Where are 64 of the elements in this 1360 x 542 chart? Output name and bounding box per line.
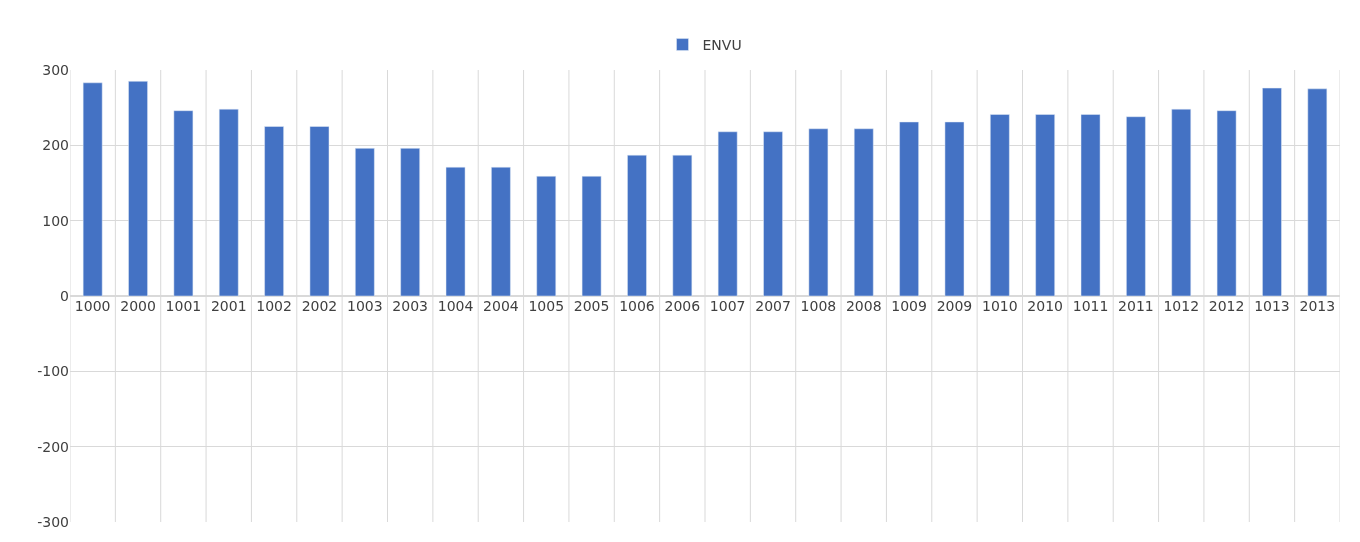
bar — [1126, 116, 1146, 297]
x-tick-label: 2006 — [664, 298, 701, 314]
bar — [1035, 114, 1055, 297]
bar — [581, 175, 602, 297]
bar — [672, 154, 693, 297]
legend-label: ENVU — [702, 37, 742, 54]
bar — [899, 121, 919, 297]
bar — [445, 166, 466, 297]
x-tick-label: 1008 — [800, 298, 837, 314]
x-tick-label: 1007 — [709, 298, 746, 314]
x-tick-label: 1011 — [1072, 298, 1109, 314]
bar — [355, 148, 375, 297]
y-tick-label: -300 — [37, 513, 69, 530]
bar — [1080, 114, 1101, 297]
x-tick-label: 2010 — [1027, 298, 1063, 314]
y-tick-label: 0 — [60, 287, 69, 304]
x-tick-label: 1001 — [165, 298, 202, 314]
bar — [491, 166, 511, 297]
x-tick-label: 1006 — [619, 298, 655, 314]
x-tick-label: 2009 — [936, 298, 973, 314]
x-tick-label: 2001 — [210, 298, 247, 314]
x-tick-label: 1005 — [528, 298, 565, 314]
x-tick-label: 2000 — [120, 298, 156, 314]
x-tick-label: 1010 — [982, 298, 1018, 314]
y-tick-label: 200 — [42, 137, 69, 154]
y-tick-label: 300 — [42, 61, 69, 78]
x-tick-label: 1000 — [74, 298, 111, 314]
bar — [990, 114, 1010, 297]
bar — [944, 121, 965, 297]
bar — [400, 148, 420, 297]
bar — [82, 82, 103, 297]
bar — [1171, 108, 1192, 297]
bar — [763, 131, 783, 297]
x-tick-label: 2007 — [755, 298, 791, 314]
x-tick-label: 1002 — [256, 298, 292, 314]
x-tick-label: 2013 — [1299, 298, 1336, 314]
x-tick-label: 1013 — [1254, 298, 1290, 314]
x-tick-label: 2008 — [845, 298, 882, 314]
y-tick-label: -100 — [37, 363, 69, 380]
y-tick-label: 100 — [42, 212, 69, 229]
x-tick-label: 2004 — [483, 298, 519, 314]
x-tick-label: 2002 — [301, 298, 338, 314]
y-tick-label: -200 — [37, 438, 69, 455]
bar — [853, 128, 874, 297]
bar — [264, 126, 284, 297]
x-tick-label: 2011 — [1118, 298, 1154, 314]
bar — [536, 175, 557, 297]
x-tick-label: 2003 — [392, 298, 428, 314]
bar — [309, 126, 330, 297]
bar — [717, 131, 738, 297]
bar — [808, 128, 829, 297]
bar — [173, 110, 194, 297]
bar — [1216, 110, 1237, 297]
x-tick-label: 1009 — [891, 298, 927, 314]
bar — [218, 108, 239, 297]
x-tick-label: 2012 — [1208, 298, 1245, 314]
x-tick-label: 1004 — [437, 298, 474, 314]
x-tick-label: 1012 — [1163, 298, 1200, 314]
bar — [1262, 87, 1282, 297]
x-tick-label: 2005 — [573, 298, 610, 314]
bar — [1307, 88, 1328, 297]
bar — [128, 81, 148, 297]
x-tick-label: 1003 — [347, 298, 383, 314]
bar — [627, 154, 647, 297]
